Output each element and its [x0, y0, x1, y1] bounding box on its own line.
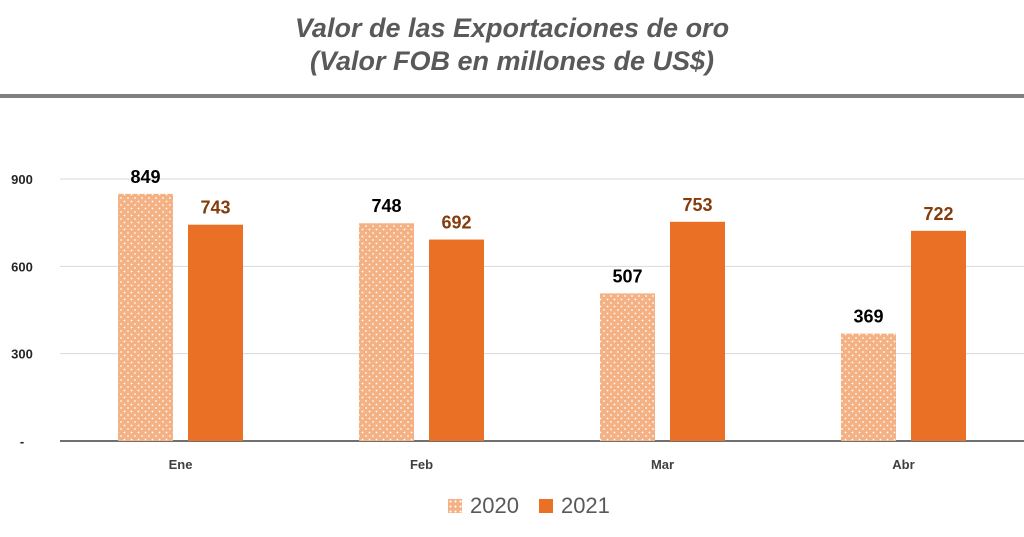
bar-2020-Mar [600, 293, 655, 441]
bar-chart: - 300 600 900 849 743 Ene 748 692 Feb 507 753 Mar 369… [11, 167, 1024, 472]
labels: - 300 600 900 849 743 Ene 748 692 Feb 507 753 Mar 369… [11, 167, 953, 472]
bar-2020-Ene [118, 193, 173, 441]
chart-title: Valor de las Exportaciones de oro (Valor… [0, 12, 1024, 78]
legend-label-2021: 2021 [560, 493, 610, 518]
data-label-2021-Mar: 753 [682, 195, 712, 215]
legend-item-2021: 2021 [538, 493, 610, 519]
x-tick-label-Ene: Ene [169, 457, 193, 472]
data-label-2021-Abr: 722 [923, 204, 953, 224]
bar-2021-Abr [911, 230, 966, 441]
y-tick-label: 900 [11, 172, 33, 187]
data-label-2020-Mar: 507 [612, 266, 642, 286]
chart-title-line-1: Valor de las Exportaciones de oro [294, 13, 730, 43]
bar-2020-Abr [841, 333, 896, 441]
title-divider [0, 94, 1024, 98]
legend-label-2020: 2020 [470, 493, 519, 518]
x-tick-label-Feb: Feb [410, 457, 433, 472]
bar-2021-Mar [670, 221, 725, 441]
x-tick-label-Abr: Abr [892, 457, 914, 472]
bar-2021-Ene [188, 224, 243, 441]
bar-2021-Feb [429, 239, 484, 441]
data-label-2020-Ene: 849 [130, 167, 160, 187]
y-tick-label: - [20, 434, 24, 449]
y-tick-label: 600 [11, 259, 33, 274]
data-label-2020-Abr: 369 [853, 307, 883, 327]
data-label-2020-Feb: 748 [371, 196, 401, 216]
bar-2020-Feb [359, 223, 414, 441]
y-tick-label: 300 [11, 347, 33, 362]
legend-item-2020: 2020 [448, 493, 519, 519]
data-label-2021-Ene: 743 [200, 198, 230, 218]
x-tick-label-Mar: Mar [651, 457, 674, 472]
chart-title-line-2: (Valor FOB en millones de US$) [309, 46, 715, 76]
bars [118, 193, 966, 441]
legend: 2020 2021 [448, 493, 630, 519]
data-label-2021-Feb: 692 [441, 213, 471, 233]
legend-swatch-2020 [448, 499, 462, 513]
legend-swatch-2021 [538, 499, 553, 513]
